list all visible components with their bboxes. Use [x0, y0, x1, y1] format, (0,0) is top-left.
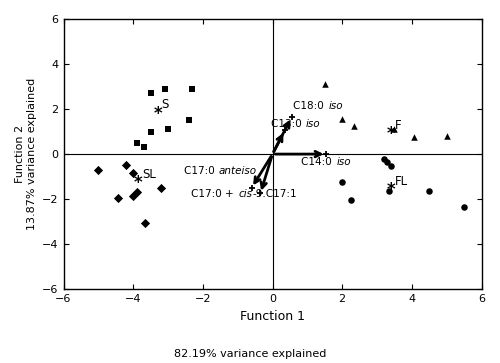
Text: C17:0 +: C17:0 +	[190, 189, 236, 199]
Text: *: *	[154, 105, 162, 123]
Text: S: S	[162, 98, 169, 111]
Text: anteiso: anteiso	[219, 166, 257, 176]
Text: iso: iso	[328, 101, 344, 111]
Point	[338, 179, 346, 185]
Point	[185, 117, 193, 123]
Text: SL: SL	[142, 168, 156, 181]
Point	[321, 81, 329, 87]
Point	[347, 197, 355, 203]
Point	[387, 164, 395, 170]
Point	[384, 159, 392, 165]
X-axis label: Function 1: Function 1	[240, 310, 305, 323]
Point	[338, 116, 346, 122]
Text: C14:0: C14:0	[301, 157, 335, 167]
Text: F: F	[395, 119, 402, 131]
Point	[164, 126, 172, 132]
Point	[146, 129, 154, 134]
Point	[160, 86, 168, 92]
Point	[142, 220, 150, 226]
Text: C13:0: C13:0	[271, 119, 305, 129]
Point	[442, 133, 450, 139]
Point	[460, 204, 468, 210]
Text: 82.19% variance explained: 82.19% variance explained	[174, 349, 326, 359]
Point	[114, 195, 122, 201]
Point	[132, 189, 140, 195]
Text: C17:0: C17:0	[184, 166, 218, 176]
Text: *: *	[386, 125, 395, 143]
Text: iso: iso	[336, 157, 351, 167]
Point	[94, 167, 102, 173]
Point	[390, 126, 398, 132]
Point	[132, 140, 140, 146]
Text: FL: FL	[395, 175, 408, 188]
Text: iso: iso	[306, 119, 320, 129]
Text: C18:0: C18:0	[294, 101, 328, 111]
Point	[122, 162, 130, 168]
Point	[157, 185, 165, 191]
Text: cis: cis	[238, 189, 252, 199]
Y-axis label: Function 2
13.87% variance explained: Function 2 13.87% variance explained	[15, 78, 36, 230]
Text: -9.C17:1: -9.C17:1	[253, 189, 298, 199]
Point	[385, 188, 393, 194]
Text: *: *	[386, 181, 395, 199]
Point	[129, 170, 137, 176]
Point	[410, 134, 418, 140]
Point	[426, 188, 434, 194]
Point	[188, 86, 196, 92]
Point	[129, 193, 137, 199]
Point	[350, 123, 358, 129]
Point	[380, 156, 388, 162]
Point	[140, 144, 147, 150]
Text: *: *	[134, 174, 142, 192]
Point	[146, 90, 154, 96]
